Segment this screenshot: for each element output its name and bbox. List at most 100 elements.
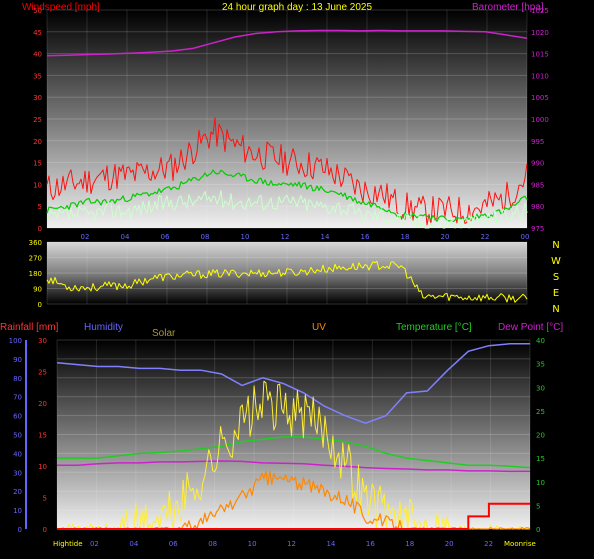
wind-gust-line [46, 117, 528, 226]
humidity-tick-label: 10 [13, 507, 22, 515]
wind-direction-line [46, 260, 528, 303]
wind-x-tick-label: 08 [201, 233, 210, 241]
compass-label: E [553, 288, 559, 299]
wind-plot-area [47, 10, 527, 228]
humidity-tick-label: 80 [13, 375, 22, 383]
lower-x-tick-label: 10 [248, 540, 257, 548]
direction-tick-label: 360 [29, 239, 42, 247]
humidity-line [56, 343, 530, 424]
windspeed-tick-label: 30 [33, 94, 42, 102]
wind-x-tick-label: 10 [241, 233, 250, 241]
temperature-tick-label: 0 [536, 526, 540, 534]
wind-x-tick-label: 22 [481, 233, 490, 241]
wind-x-tick-label: 16 [361, 233, 370, 241]
humidity-tick-label: 60 [13, 413, 22, 421]
windspeed-tick-label: 15 [33, 160, 42, 168]
barometer-tick-label: 985 [531, 181, 544, 189]
barometer-tick-label: 990 [531, 160, 544, 168]
wind-x-tick-label: 00 [521, 233, 530, 241]
windspeed-tick-label: 10 [33, 181, 42, 189]
uv-axis-label: UV [312, 322, 326, 333]
humidity-tick-label: 40 [13, 450, 22, 458]
windspeed-tick-label: 50 [33, 7, 42, 15]
rainfall-tick-label: 10 [38, 463, 47, 471]
lower-x-tick-label: 20 [445, 540, 454, 548]
moonrise-label: Moonrise [504, 540, 536, 548]
wind-x-tick-label: 18 [401, 233, 410, 241]
humidity-axis-label: Humidity [84, 322, 123, 333]
temperature-tick-label: 30 [536, 384, 545, 392]
compass-label: N [552, 304, 559, 315]
lower-x-tick-label: 08 [208, 540, 217, 548]
windspeed-tick-label: 40 [33, 51, 42, 59]
wind-x-tick-label: 02 [81, 233, 90, 241]
barometer-tick-label: 975 [531, 225, 544, 233]
chart-title: 24 hour graph day : 13 June 2025 [222, 2, 373, 13]
temperature-line [57, 436, 531, 469]
rainfall-tick-label: 20 [38, 400, 47, 408]
humidity-tick-label: 70 [13, 394, 22, 402]
lower-x-tick-label: 14 [326, 540, 335, 548]
barometer-tick-label: 1000 [531, 116, 549, 124]
barometer-axis-label: Barometer [hpa] [472, 2, 544, 13]
compass-label: W [551, 256, 561, 267]
axis-ticks: 5045403530252015105010251020101510101005… [9, 7, 561, 548]
rainfall-tick-label: 0 [43, 526, 47, 534]
humidity-tick-label: 90 [13, 356, 22, 364]
temperature-tick-label: 5 [536, 502, 540, 510]
dew-point-line [57, 460, 530, 473]
lower-x-tick-label: 22 [484, 540, 493, 548]
direction-tick-label: 180 [29, 270, 42, 278]
temperature-tick-label: 15 [536, 455, 545, 463]
windspeed-tick-label: 20 [33, 138, 42, 146]
direction-tick-label: 90 [33, 286, 42, 294]
hightide-label: Hightide [53, 540, 83, 548]
solar-axis-label: Solar [152, 328, 176, 339]
windspeed-tick-label: 0 [38, 225, 42, 233]
lower-x-tick-label: 04 [129, 540, 138, 548]
humidity-tick-label: 0 [18, 526, 22, 534]
barometer-tick-label: 1020 [531, 29, 549, 37]
windspeed-tick-label: 35 [33, 72, 42, 80]
temperature-tick-label: 25 [536, 408, 545, 416]
temperature-axis-label: Temperature [°C] [396, 322, 472, 333]
humidity-tick-label: 50 [13, 432, 22, 440]
chart-series [46, 29, 531, 530]
compass-label: N [552, 240, 559, 251]
compass-label: S [553, 272, 559, 283]
wind-x-tick-label: 06 [161, 233, 170, 241]
wind-x-tick-label: 20 [441, 233, 450, 241]
wind-speed-line [46, 190, 528, 229]
barometer-tick-label: 1005 [531, 94, 549, 102]
barometer-tick-label: 1015 [531, 51, 549, 59]
lower-x-tick-label: 16 [366, 540, 375, 548]
wind-x-tick-label: 14 [321, 233, 330, 241]
rainfall-line [57, 502, 530, 530]
wind-x-tick-label: 12 [281, 233, 290, 241]
windspeed-tick-label: 5 [38, 203, 42, 211]
barometer-line [46, 29, 528, 57]
barometer-tick-label: 1010 [531, 72, 549, 80]
barometer-tick-label: 995 [531, 138, 544, 146]
lower-x-tick-label: 06 [169, 540, 178, 548]
rainfall-axis-label: Rainfall [mm] [0, 322, 59, 333]
rainfall-tick-label: 5 [43, 495, 47, 503]
lower-plot-area [57, 340, 530, 529]
humidity-tick-label: 30 [13, 469, 22, 477]
lower-x-tick-label: 18 [405, 540, 414, 548]
temperature-tick-label: 35 [536, 361, 545, 369]
direction-tick-label: 0 [38, 301, 42, 309]
barometer-tick-label: 1025 [531, 7, 549, 15]
solar-line [57, 380, 530, 530]
barometer-tick-label: 980 [531, 203, 544, 211]
temperature-tick-label: 40 [536, 337, 545, 345]
direction-tick-label: 270 [29, 255, 42, 263]
windspeed-tick-label: 45 [33, 29, 42, 37]
humidity-tick-label: 100 [9, 337, 22, 345]
rainfall-tick-label: 15 [38, 432, 47, 440]
windspeed-axis-label: Windspeed [mph] [22, 2, 100, 13]
dew-point-axis-label: Dew Point [°C] [498, 322, 563, 333]
lower-x-tick-label: 02 [90, 540, 99, 548]
